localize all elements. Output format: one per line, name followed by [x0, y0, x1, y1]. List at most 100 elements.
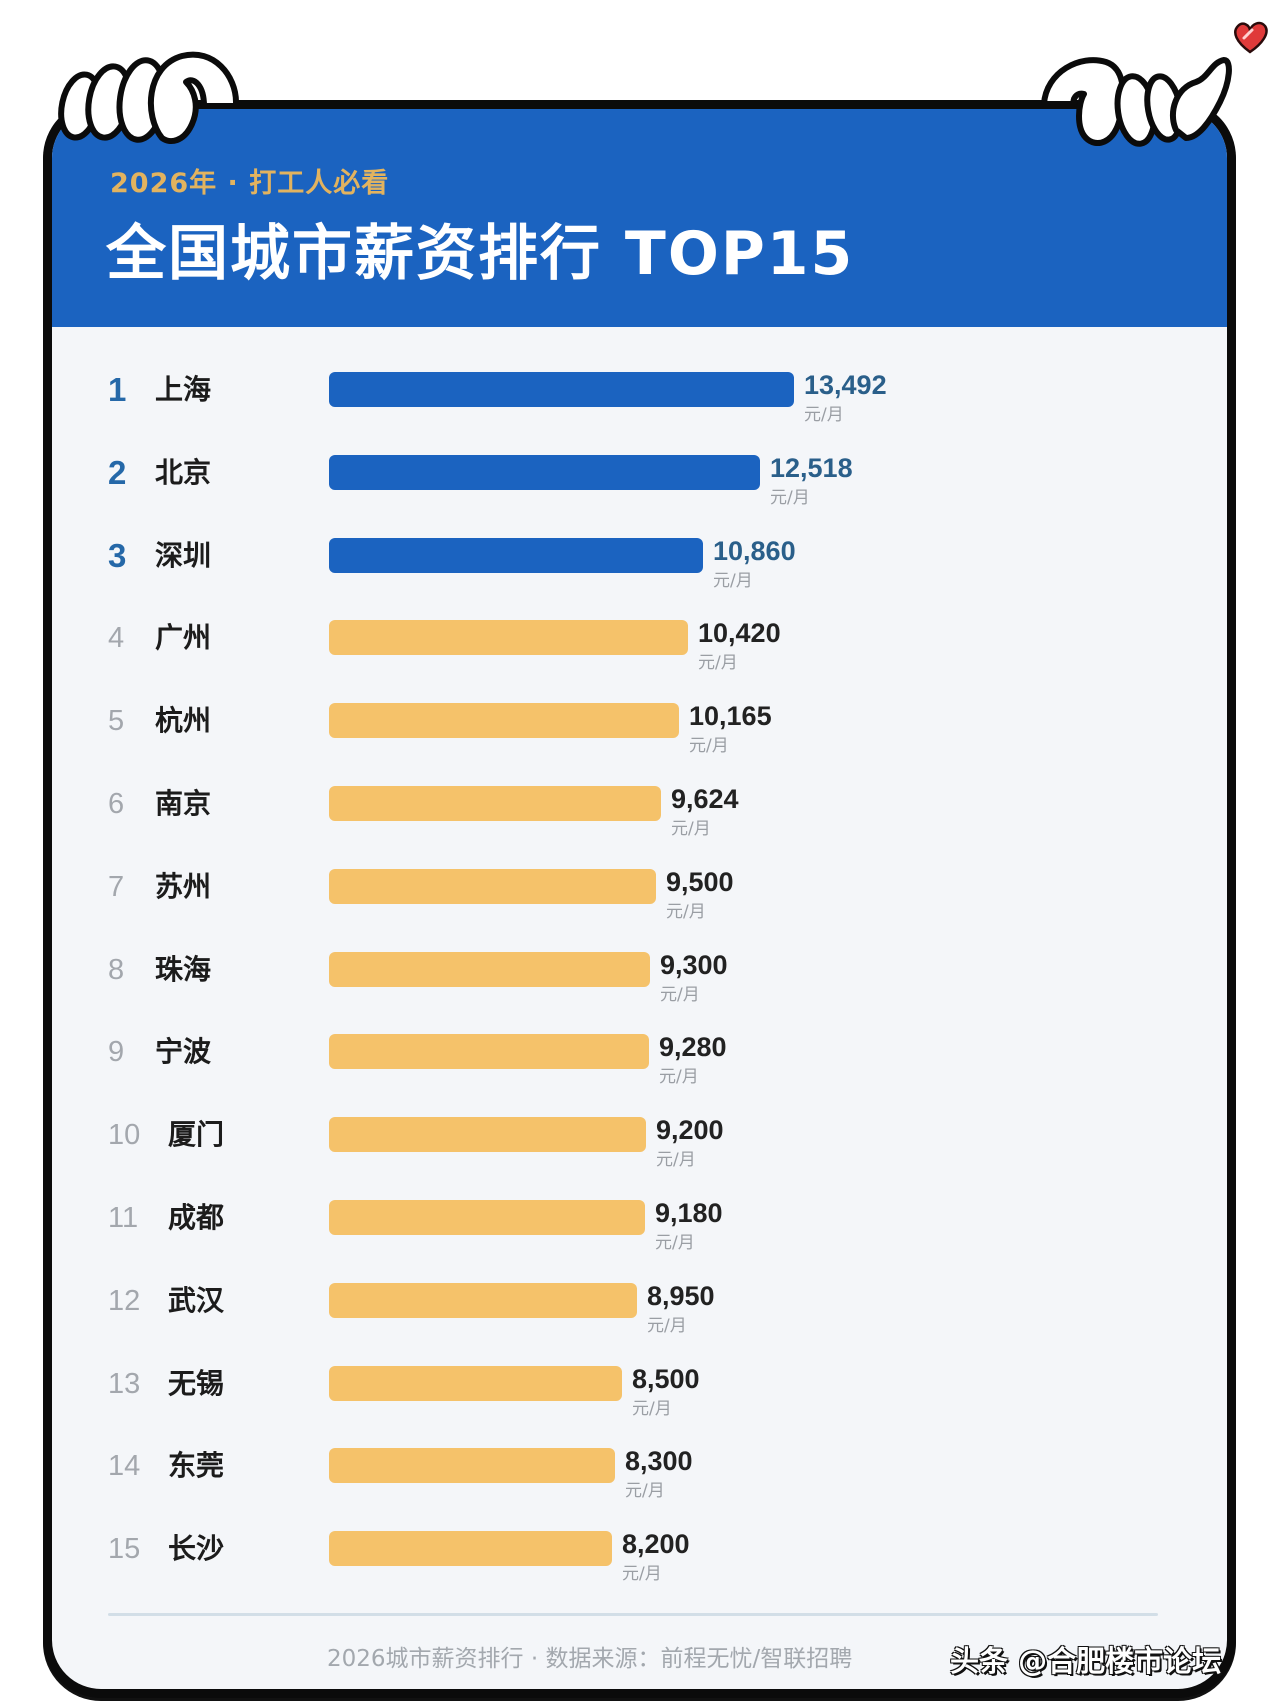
watermark: 头条 @合肥楼市论坛 [950, 1644, 1222, 1678]
salary-bar [329, 1200, 645, 1235]
rank-number: 6 [108, 788, 125, 820]
ranking-row: 1 上海 13,492 元/月 [52, 350, 1227, 432]
rank-number: 7 [108, 870, 125, 903]
ranking-row: 6 南京 9,624 元/月 [52, 764, 1227, 846]
salary-value: 8,200 [622, 1529, 690, 1560]
ranking-row: 12 武汉 8,950 元/月 [52, 1261, 1227, 1343]
salary-unit: 元/月 [713, 570, 753, 591]
salary-unit: 元/月 [804, 405, 844, 425]
salary-unit: 元/月 [632, 1398, 672, 1419]
left-cartoon-hand-icon [58, 51, 239, 144]
page-title: 全国城市薪资排行 TOP15 [106, 219, 855, 289]
ranking-row: 9 宁波 9,280 元/月 [52, 1012, 1227, 1094]
ranking-row: 2 北京 12,518 元/月 [52, 433, 1227, 515]
salary-value: 8,500 [632, 1363, 700, 1394]
ranking-row: 15 长沙 8,200 元/月 [52, 1509, 1227, 1591]
salary-unit: 元/月 [625, 1481, 665, 1502]
city-name: 厦门 [168, 1118, 225, 1152]
salary-unit: 元/月 [770, 487, 810, 508]
salary-value: 10,165 [689, 701, 772, 732]
ranking-row: 8 珠海 9,300 元/月 [52, 930, 1227, 1012]
salary-unit: 元/月 [698, 653, 738, 674]
salary-value: 10,420 [698, 618, 781, 649]
salary-bar [329, 620, 688, 656]
salary-value: 9,180 [655, 1198, 723, 1228]
rank-number: 15 [108, 1533, 141, 1566]
footer-source-note: 2026城市薪资排行 · 数据来源：前程无忧/智联招聘 [327, 1646, 853, 1672]
rank-number: 10 [108, 1119, 141, 1152]
salary-unit: 元/月 [647, 1315, 687, 1336]
salary-value: 12,518 [770, 452, 853, 483]
rank-number: 5 [108, 705, 125, 738]
city-name: 长沙 [168, 1532, 225, 1566]
salary-bar [329, 1117, 646, 1153]
ranking-row: 10 厦门 9,200 元/月 [52, 1095, 1227, 1177]
salary-unit: 元/月 [660, 984, 700, 1005]
rank-number: 9 [108, 1036, 125, 1069]
ranking-card: 2026年 · 打工人必看 全国城市薪资排行 TOP15 1 上海 13,492 元/… [43, 100, 1236, 1698]
ranking-row: 13 无锡 8,500 元/月 [52, 1344, 1227, 1426]
footer-divider [108, 1613, 1158, 1616]
salary-bar [329, 1448, 615, 1484]
city-name: 杭州 [155, 704, 212, 738]
ranking-row: 3 深圳 10,860 元/月 [52, 516, 1227, 598]
city-name: 成都 [168, 1201, 225, 1234]
salary-value: 8,950 [647, 1280, 715, 1311]
rank-number: 1 [108, 371, 127, 408]
ranking-row: 11 成都 9,180 元/月 [52, 1178, 1227, 1260]
salary-bar [329, 1365, 622, 1401]
city-name: 广州 [155, 621, 212, 655]
rank-number: 4 [108, 622, 125, 655]
salary-bar [329, 1531, 612, 1567]
salary-value: 9,500 [666, 866, 734, 897]
ranking-row: 4 广州 10,420 元/月 [52, 598, 1227, 680]
city-name: 无锡 [168, 1366, 225, 1400]
city-name: 深圳 [155, 538, 212, 572]
ranking-row: 7 苏州 9,500 元/月 [52, 847, 1227, 929]
city-name: 南京 [155, 787, 212, 820]
salary-value: 10,860 [713, 535, 796, 566]
salary-bar [329, 1034, 649, 1070]
salary-value: 8,300 [625, 1446, 693, 1477]
salary-unit: 元/月 [659, 1067, 699, 1088]
city-name: 苏州 [155, 869, 212, 903]
salary-unit: 元/月 [689, 736, 729, 757]
salary-value: 13,492 [804, 370, 887, 400]
rank-number: 12 [108, 1284, 141, 1317]
salary-bar [329, 703, 679, 739]
rank-number: 2 [108, 453, 127, 491]
salary-bar [329, 372, 794, 407]
salary-bar [329, 868, 656, 904]
header-subtitle: 2026年 · 打工人必看 [110, 168, 390, 199]
city-name: 珠海 [155, 952, 212, 986]
rank-number: 14 [108, 1450, 141, 1483]
ranking-row: 5 杭州 10,165 元/月 [52, 681, 1227, 763]
salary-unit: 元/月 [666, 901, 706, 922]
salary-unit: 元/月 [656, 1150, 696, 1171]
city-name: 宁波 [155, 1035, 212, 1069]
salary-bar [329, 786, 661, 821]
salary-bar [329, 537, 703, 573]
ranking-row: 14 东莞 8,300 元/月 [52, 1426, 1227, 1508]
city-name: 北京 [155, 455, 212, 489]
salary-value: 9,300 [660, 949, 728, 980]
card-header: 2026年 · 打工人必看 全国城市薪资排行 TOP15 [52, 109, 1227, 327]
city-name: 武汉 [168, 1283, 225, 1317]
rank-number: 13 [108, 1367, 141, 1400]
salary-value: 9,200 [656, 1115, 724, 1146]
salary-value: 9,624 [671, 784, 739, 814]
salary-bar [329, 951, 650, 987]
city-name: 上海 [155, 373, 212, 406]
rank-number: 8 [108, 953, 125, 986]
rank-number: 11 [108, 1202, 139, 1234]
salary-bar [329, 1282, 637, 1318]
salary-bar [329, 454, 760, 490]
heart-icon [1234, 21, 1268, 54]
salary-value: 9,280 [659, 1032, 727, 1063]
right-cartoon-hand-icon [1041, 57, 1232, 147]
salary-unit: 元/月 [671, 819, 711, 839]
salary-unit: 元/月 [655, 1233, 695, 1253]
rank-number: 3 [108, 536, 127, 574]
salary-unit: 元/月 [622, 1564, 662, 1585]
city-name: 东莞 [168, 1449, 225, 1483]
